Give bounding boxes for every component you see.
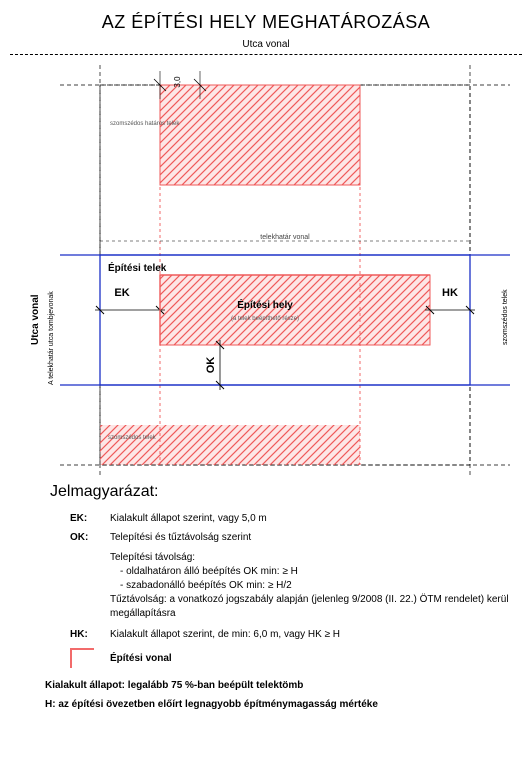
svg-text:szomszédos telek: szomszédos telek xyxy=(108,435,157,441)
svg-text:3,0: 3,0 xyxy=(173,76,182,88)
legend-val: Telepítési és tűztávolság szerint xyxy=(110,532,512,543)
legend-row-ek: EK: Kialakult állapot szerint, vagy 5,0 … xyxy=(70,513,512,524)
legend-ok-sub: Telepítési távolság: - oldalhatáron álló… xyxy=(110,551,512,621)
legend-row-hk: HK: Kialakult állapot szerint, de min: 6… xyxy=(70,629,512,640)
legend-key: HK: xyxy=(70,629,110,640)
svg-text:Építési hely: Építési hely xyxy=(237,298,293,311)
corner-icon xyxy=(70,648,94,668)
left-small-label: A telekhatár utca tombjevonak xyxy=(48,291,55,385)
footnote-2: H: az építési övezetben előírt legnagyob… xyxy=(45,699,512,710)
subtitle: Utca vonal xyxy=(0,39,532,50)
legend-key: OK: xyxy=(70,532,110,543)
legend-row-ok: OK: Telepítési és tűztávolság szerint xyxy=(70,532,512,543)
corner-label: Építési vonal xyxy=(110,653,172,664)
svg-text:szomszédos határos telek: szomszédos határos telek xyxy=(110,121,180,127)
legend2: HK: Kialakult állapot szerint, de min: 6… xyxy=(70,629,512,640)
legend-line: - szabadonálló beépítés OK min: ≥ H/2 xyxy=(120,579,512,593)
svg-text:telekhatár vonal: telekhatár vonal xyxy=(260,234,310,241)
left-label: Utca vonal xyxy=(30,294,41,345)
svg-text:OK: OK xyxy=(205,357,217,374)
legend-key: EK: xyxy=(70,513,110,524)
legend-title: Jelmagyarázat: xyxy=(50,483,532,501)
legend-line: - oldalhatáron álló beépítés OK min: ≥ H xyxy=(120,565,512,579)
legend-val: Kialakult állapot szerint, de min: 6,0 m… xyxy=(110,629,512,640)
svg-text:HK: HK xyxy=(442,287,458,299)
legend-val: Kialakult állapot szerint, vagy 5,0 m xyxy=(110,513,512,524)
legend-line: Telepítési távolság: xyxy=(110,551,512,565)
right-small-label: szomszédos telek xyxy=(502,289,509,345)
legend: EK: Kialakult állapot szerint, vagy 5,0 … xyxy=(70,513,512,543)
legend-corner: Építési vonal xyxy=(0,648,532,668)
legend-line: Tűztávolság: a vonatkozó jogszabály alap… xyxy=(110,593,512,621)
svg-text:EK: EK xyxy=(114,287,129,299)
svg-text:Építési telek: Építési telek xyxy=(108,261,167,274)
footnote-1: Kialakult állapot: legalább 75 %-ban beé… xyxy=(45,680,512,691)
diagram-svg: telekhatár vonal 3,0 szomszédos határos te… xyxy=(0,55,532,475)
svg-text:(a telek beépíthető része): (a telek beépíthető része) xyxy=(231,316,299,322)
diagram: Utca vonal A telekhatár utca tombjevonak… xyxy=(0,55,532,475)
page-title: AZ ÉPÍTÉSI HELY MEGHATÁROZÁSA xyxy=(0,0,532,33)
